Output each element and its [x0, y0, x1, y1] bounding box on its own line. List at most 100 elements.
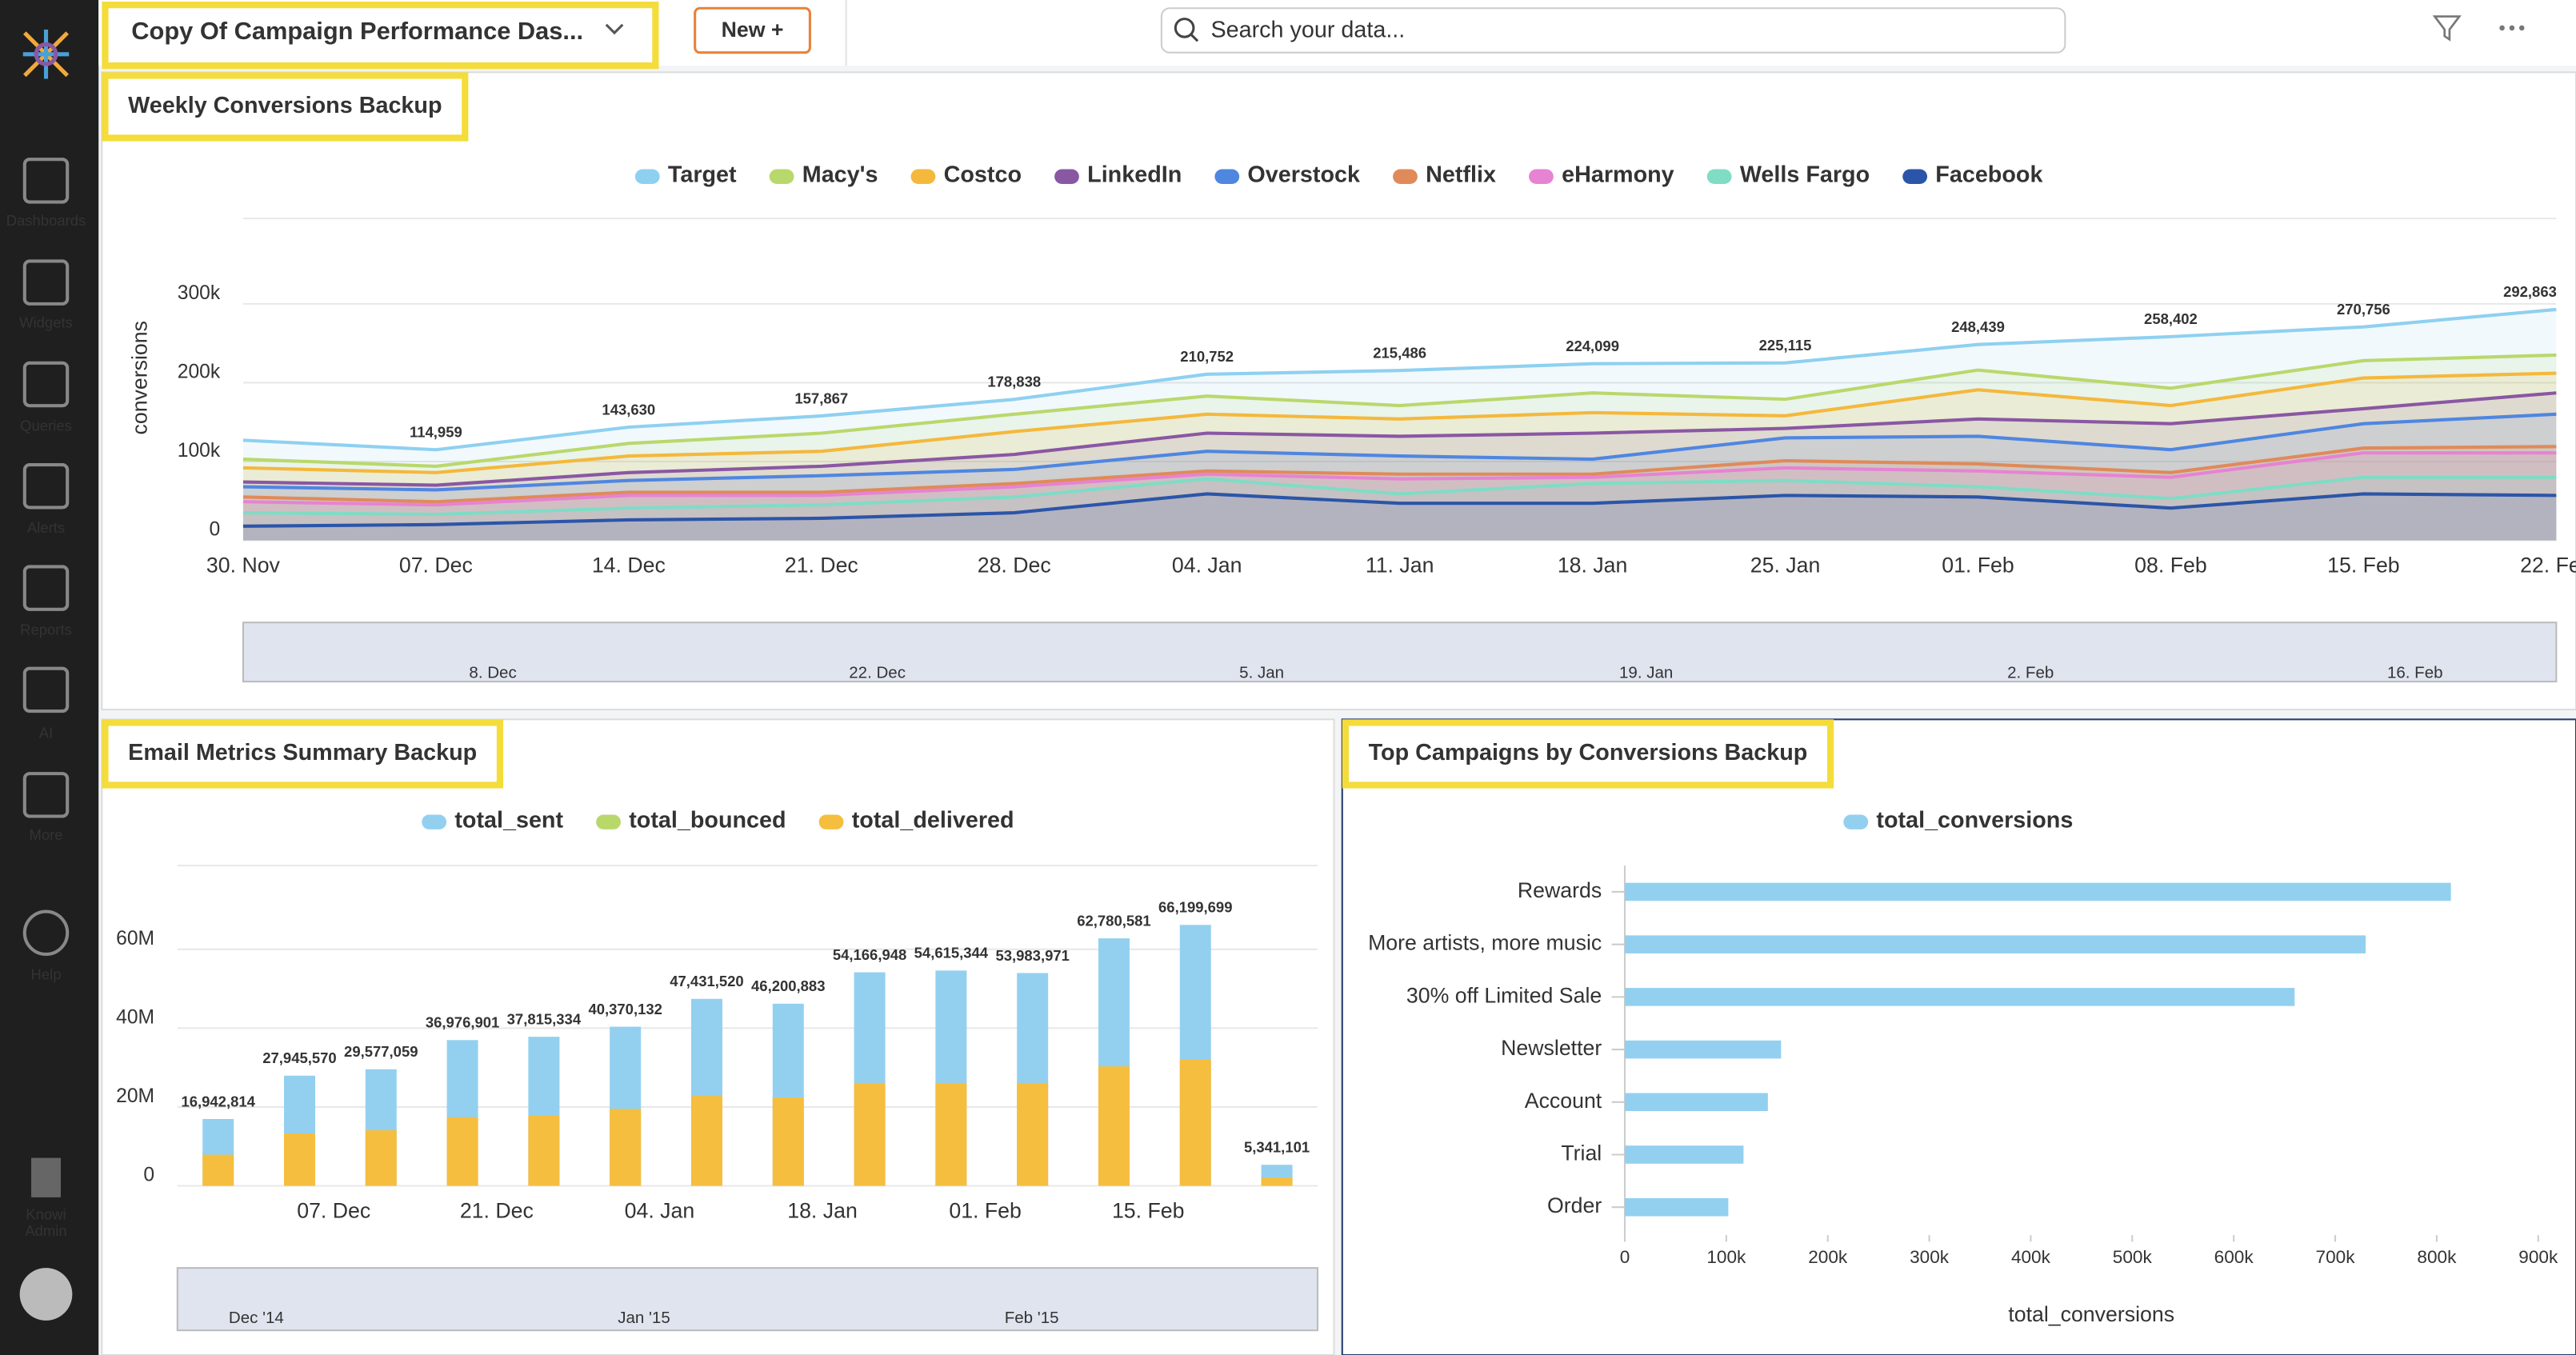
title-dropdown[interactable] — [605, 23, 624, 35]
legend-label[interactable]: Facebook — [1935, 162, 2043, 187]
new-button[interactable] — [694, 6, 811, 54]
x-tick-label: 01. Feb — [949, 1198, 1022, 1222]
legend-swatch[interactable] — [818, 814, 844, 829]
legend-swatch[interactable] — [1706, 169, 1732, 184]
legend-swatch[interactable] — [596, 814, 621, 829]
bar[interactable] — [1624, 1093, 1768, 1112]
legend-label[interactable]: Netflix — [1426, 162, 1496, 187]
search-box[interactable] — [1160, 7, 2066, 54]
nav-icon[interactable] — [22, 772, 70, 818]
bar[interactable] — [854, 1082, 886, 1186]
nav-label[interactable]: Alerts — [27, 519, 65, 536]
search-placeholder[interactable]: Search your data... — [1210, 18, 1405, 43]
nav-icon[interactable] — [22, 158, 70, 204]
nav-icon[interactable] — [22, 361, 70, 408]
series-line — [242, 371, 2557, 474]
navigator-label: Jan '15 — [618, 1309, 670, 1327]
x-tick-label: 400k — [2011, 1247, 2051, 1267]
bar[interactable] — [1179, 1059, 1211, 1186]
data-label: 16,942,814 — [181, 1093, 255, 1109]
bar[interactable] — [365, 1130, 397, 1186]
bar[interactable] — [935, 1082, 967, 1186]
x-tick-label: 28. Dec — [978, 553, 1051, 577]
bar[interactable] — [1624, 988, 2295, 1006]
y-axis-label: conversions — [128, 321, 152, 434]
bar[interactable] — [690, 1096, 722, 1186]
legend-swatch[interactable] — [1902, 169, 1928, 184]
bar[interactable] — [1624, 1145, 1744, 1164]
legend-label[interactable]: total_conversions — [1876, 807, 2073, 833]
dashboard-title[interactable]: Copy Of Campaign Performance Das... — [131, 17, 583, 45]
legend-label[interactable]: eHarmony — [1562, 162, 1674, 187]
nav-label[interactable]: Widgets — [19, 314, 73, 330]
legend-swatch[interactable] — [1843, 814, 1869, 829]
bar[interactable] — [1261, 1177, 1293, 1186]
bar[interactable] — [610, 1109, 642, 1186]
bar[interactable] — [772, 1097, 804, 1186]
legend-label[interactable]: Overstock — [1247, 162, 1361, 187]
y-tick-label: 200k — [178, 362, 221, 383]
y-tick-label: More artists, more music — [1368, 931, 1602, 955]
bar[interactable] — [1624, 1197, 1729, 1217]
data-label: 215,486 — [1373, 345, 1426, 362]
legend-label[interactable]: Macy's — [802, 162, 878, 187]
new-button-label[interactable]: New + — [722, 18, 784, 42]
y-tick-label: 0 — [209, 519, 220, 541]
data-label: 225,115 — [1759, 337, 1812, 354]
legend-swatch[interactable] — [910, 169, 936, 184]
series-area — [242, 309, 2557, 541]
legend-swatch[interactable] — [634, 169, 660, 184]
legend-swatch[interactable] — [1529, 169, 1554, 184]
data-label: 54,166,948 — [833, 946, 906, 963]
data-label: 143,630 — [602, 401, 655, 418]
data-label: 5,341,101 — [1244, 1139, 1310, 1156]
help-icon[interactable] — [22, 909, 70, 957]
legend-label[interactable]: LinkedIn — [1087, 162, 1182, 187]
nav-label[interactable]: Help — [31, 966, 62, 983]
nav-label[interactable]: Reports — [20, 621, 72, 638]
legend-label[interactable]: Target — [668, 162, 737, 187]
bar[interactable] — [283, 1133, 315, 1186]
nav-icon[interactable] — [22, 259, 70, 306]
navigator[interactable] — [176, 1267, 1318, 1332]
legend-label[interactable]: total_delivered — [852, 807, 1014, 833]
legend-label[interactable]: total_bounced — [629, 807, 786, 833]
filter-icon[interactable] — [2432, 15, 2462, 42]
data-label: 46,200,883 — [751, 977, 825, 994]
nav-icon[interactable] — [22, 565, 70, 611]
legend-swatch[interactable] — [1214, 169, 1240, 184]
user-icon — [31, 1157, 61, 1197]
bar[interactable] — [1098, 1066, 1130, 1186]
nav-icon[interactable] — [22, 666, 70, 713]
navigator[interactable] — [242, 622, 2558, 683]
nav-label[interactable]: Dashboards — [6, 212, 86, 229]
bar[interactable] — [446, 1117, 478, 1186]
x-tick-label: 21. Dec — [460, 1198, 534, 1222]
legend-swatch[interactable] — [769, 169, 794, 184]
nav-label[interactable]: AI — [39, 725, 53, 741]
legend-swatch[interactable] — [1393, 169, 1418, 184]
user-label: Admin — [25, 1222, 66, 1239]
legend-label[interactable]: total_sent — [454, 807, 563, 833]
avatar[interactable] — [19, 1268, 73, 1321]
bar[interactable] — [528, 1115, 560, 1186]
y-tick-label: 300k — [178, 282, 221, 304]
bar[interactable] — [202, 1154, 234, 1186]
bar[interactable] — [1624, 882, 2451, 901]
nav-label[interactable]: More — [29, 826, 62, 843]
legend-swatch[interactable] — [1054, 169, 1079, 184]
more-menu[interactable] — [2499, 25, 2525, 31]
legend-label[interactable]: Costco — [944, 162, 1022, 187]
legend-swatch[interactable] — [422, 814, 447, 829]
series-line — [242, 492, 2557, 528]
nav-label[interactable]: Queries — [20, 418, 72, 434]
x-tick-label: 600k — [2214, 1247, 2254, 1267]
bar[interactable] — [1017, 1082, 1049, 1186]
nav-icon[interactable] — [22, 463, 70, 510]
bar[interactable] — [1624, 935, 2366, 953]
data-label: 27,945,570 — [262, 1049, 336, 1066]
legend-label[interactable]: Wells Fargo — [1740, 162, 1870, 187]
series-line — [242, 445, 2557, 504]
bar[interactable] — [1624, 1040, 1782, 1059]
